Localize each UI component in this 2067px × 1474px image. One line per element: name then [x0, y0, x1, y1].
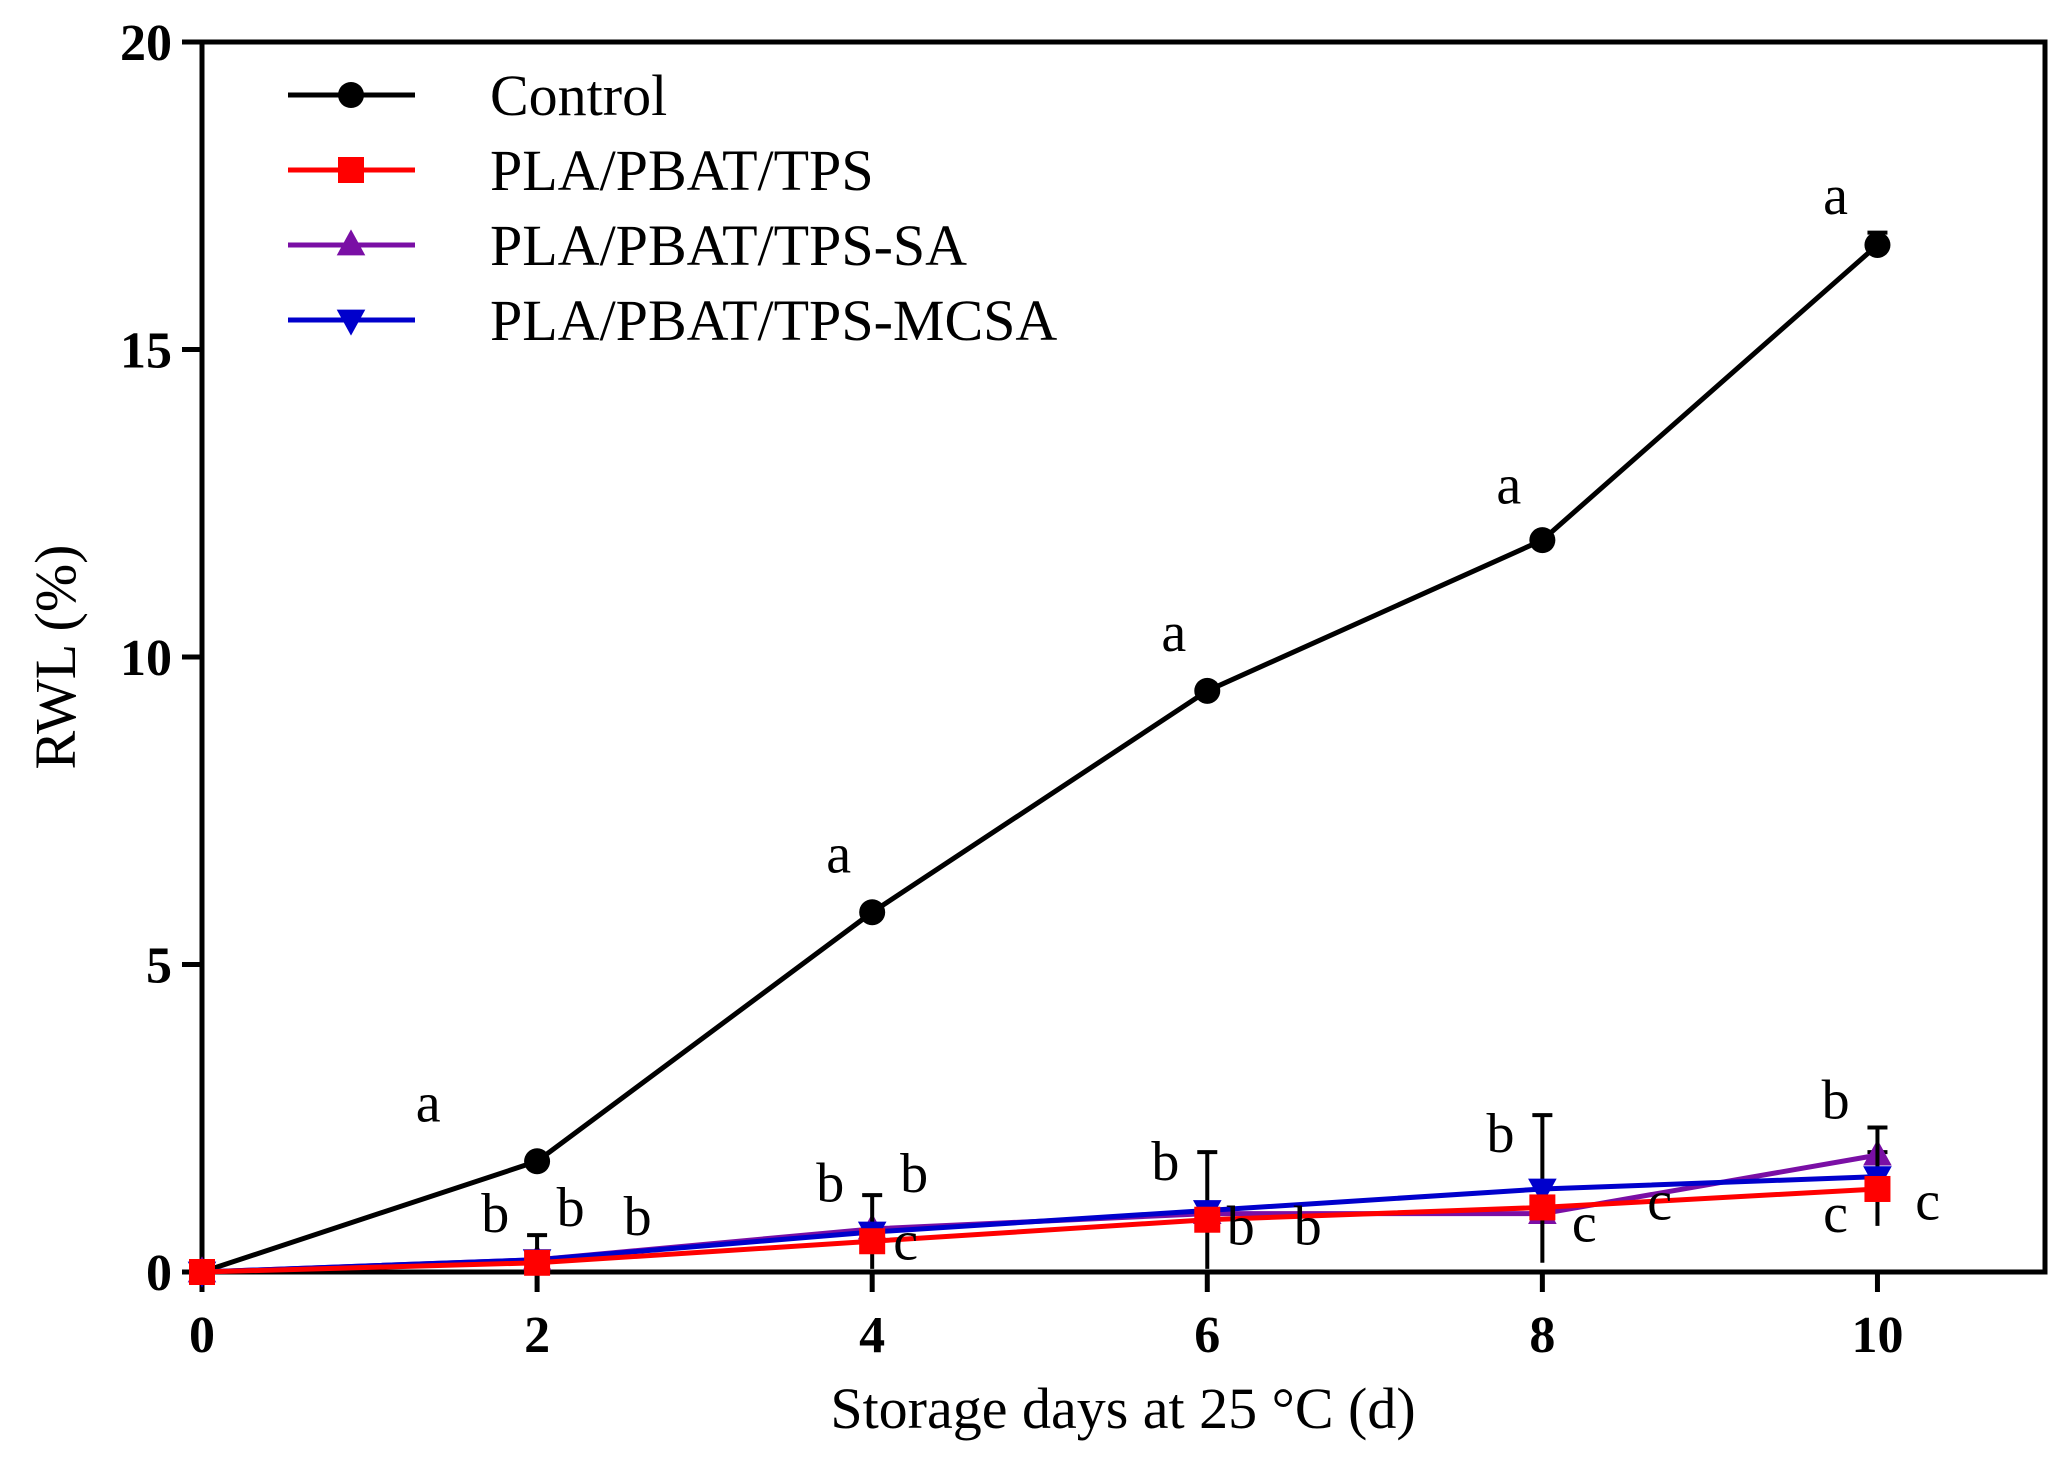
x-axis-title: Storage days at 25 °C (d): [830, 1376, 1415, 1441]
legend: Control PLA/PBAT/TPS PLA/PBAT/TPS-SA PLA/PB…: [288, 63, 1057, 353]
series-line: [201, 243, 1880, 1275]
legend-item: Control: [288, 63, 667, 128]
x-tick-label: 2: [524, 1307, 550, 1364]
legend-item: PLA/PBAT/TPS-MCSA: [288, 288, 1057, 353]
y-axis-title: RWL (%): [23, 545, 88, 770]
y-tick-label: 5: [146, 938, 172, 995]
legend-item: PLA/PBAT/TPS-SA: [288, 213, 967, 278]
data-point: [524, 1249, 551, 1276]
data-point: [1528, 1178, 1557, 1205]
significance-letter: c: [1915, 1171, 1940, 1233]
significance-letter: b: [1822, 1069, 1850, 1131]
series-group: [187, 230, 1892, 1288]
data-point: [1529, 1194, 1556, 1221]
significance-letter: b: [1227, 1195, 1255, 1257]
significance-letter: c: [1647, 1171, 1672, 1233]
y-tick-label: 20: [120, 15, 172, 72]
data-point: [859, 899, 886, 926]
y-tick-label: 10: [120, 630, 172, 687]
significance-letter: b: [1486, 1103, 1514, 1165]
x-tick-label: 10: [1851, 1307, 1903, 1364]
legend-label: PLA/PBAT/TPS-SA: [490, 213, 967, 278]
data-point: [1194, 677, 1221, 704]
legend-marker: [336, 229, 366, 256]
significance-letter: a: [416, 1072, 441, 1134]
x-axis-ticks: 0 2 4 6 8 10: [189, 1272, 1903, 1364]
y-tick-label: 15: [120, 323, 172, 380]
significance-letter: b: [1151, 1131, 1179, 1193]
data-point: [524, 1148, 551, 1175]
significance-letter: c: [1572, 1192, 1597, 1254]
data-point: [859, 1228, 886, 1255]
significance-letter: b: [1294, 1195, 1322, 1257]
significance-letter: b: [816, 1152, 844, 1214]
significance-letter: a: [1823, 165, 1848, 227]
series-control: [189, 230, 1891, 1285]
legend-marker: [338, 82, 364, 108]
x-tick-label: 6: [1194, 1307, 1220, 1364]
significance-letter: a: [1161, 602, 1186, 664]
significance-letter: c: [893, 1211, 918, 1273]
data-point: [1864, 231, 1891, 258]
significance-letter: b: [624, 1186, 652, 1248]
legend-marker: [338, 157, 364, 183]
x-tick-label: 0: [189, 1307, 215, 1364]
legend-label: PLA/PBAT/TPS-MCSA: [490, 288, 1057, 353]
data-point: [1194, 1206, 1221, 1233]
legend-item: PLA/PBAT/TPS: [288, 138, 874, 203]
legend-label: PLA/PBAT/TPS: [490, 138, 874, 203]
significance-letter: b: [900, 1143, 928, 1205]
significance-letter: b: [557, 1177, 585, 1239]
series-line: [201, 1174, 1878, 1275]
data-point: [1529, 527, 1556, 554]
significance-letter: a: [826, 823, 851, 885]
data-point: [189, 1259, 215, 1285]
significance-letter: c: [1823, 1183, 1848, 1245]
series-line: [201, 1186, 1878, 1275]
plot-frame: [199, 39, 2048, 1275]
y-tick-label: 0: [146, 1245, 172, 1302]
legend-label: Control: [490, 63, 667, 128]
x-tick-label: 4: [859, 1307, 885, 1364]
significance-letter: b: [481, 1183, 509, 1245]
series-line: [201, 1152, 1878, 1275]
y-axis-ticks: 0 5 10 15 20: [120, 15, 202, 1302]
legend-marker: [336, 309, 366, 336]
series-pla-pbat-tps: [189, 1175, 1891, 1285]
x-tick-label: 8: [1529, 1307, 1555, 1364]
data-point: [1864, 1175, 1891, 1202]
significance-letter: a: [1496, 454, 1521, 516]
